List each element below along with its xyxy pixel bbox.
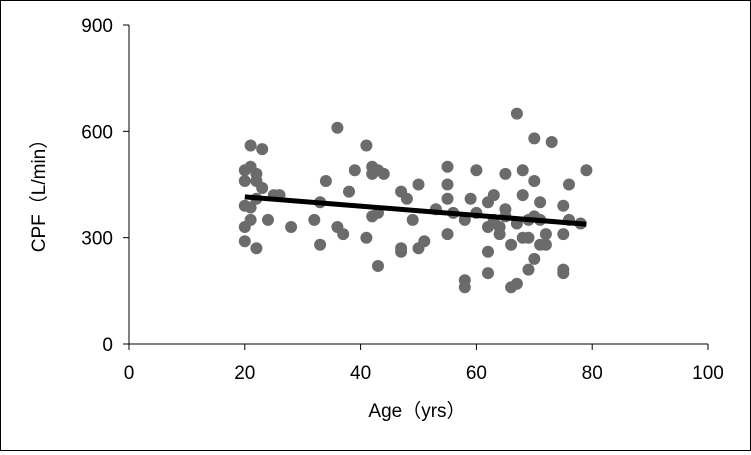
y-tick-label: 600 [81,122,113,143]
data-point [372,260,384,272]
x-tick-label: 20 [234,363,255,384]
data-point [516,189,529,202]
x-tick-label: 40 [350,363,371,384]
y-tick-label: 300 [81,229,113,250]
data-point [418,235,431,248]
trendline-layer [244,194,587,227]
data-point [244,139,257,152]
axes-layer [128,25,708,345]
data-point [528,252,541,265]
data-point [580,164,593,177]
data-point [441,160,454,173]
data-point [441,228,454,241]
data-point [505,238,518,251]
data-point [545,136,558,148]
x-tick-label: 80 [582,363,603,384]
data-point [360,139,373,152]
data-point [395,245,408,258]
data-point [510,107,523,120]
data-point [510,277,523,290]
data-point [343,185,355,198]
data-point [539,228,552,241]
trendline [244,194,587,227]
x-tick-label: 100 [692,363,724,384]
x-tick-label: 60 [466,363,487,384]
data-point [464,192,477,205]
data-point [244,213,257,226]
data-point [250,242,263,255]
data-point [348,164,361,177]
y-axis-title: CPF（L/min） [28,130,50,252]
data-point [285,221,298,233]
data-point [314,238,327,251]
data-point [499,167,512,180]
data-point [482,267,494,280]
data-point [539,238,552,251]
ticks-layer: 0 300 600 900 0 20 40 60 80 100 [81,16,724,384]
data-point [400,192,413,205]
data-point [458,281,471,294]
data-point [522,263,535,276]
x-axis-title: Age（yrs） [368,400,465,422]
y-tick-label: 0 [102,335,113,356]
data-point [487,189,500,202]
data-point [331,121,344,134]
data-point [493,228,506,241]
data-point [441,192,454,205]
data-point [308,213,321,226]
data-point [557,267,570,280]
data-point [528,132,541,145]
data-point [516,164,529,177]
data-point [406,213,419,226]
data-point [557,228,570,241]
data-point [412,178,425,191]
data-point [377,167,390,180]
data-point [238,175,251,187]
data-point [522,231,535,244]
x-tick-label: 0 [124,363,135,384]
data-point [441,178,454,191]
data-point [262,213,274,226]
data-point [256,182,269,194]
data-point [360,231,373,244]
data-point [337,228,350,241]
data-point [319,175,332,187]
y-tick-label: 900 [81,16,113,37]
data-point [534,196,547,209]
data-point [470,164,483,177]
data-point [482,245,494,258]
data-point [238,235,251,248]
data-point [528,175,541,187]
data-point [563,178,575,191]
data-point [256,143,269,156]
data-point [244,201,257,214]
data-point [557,199,570,212]
